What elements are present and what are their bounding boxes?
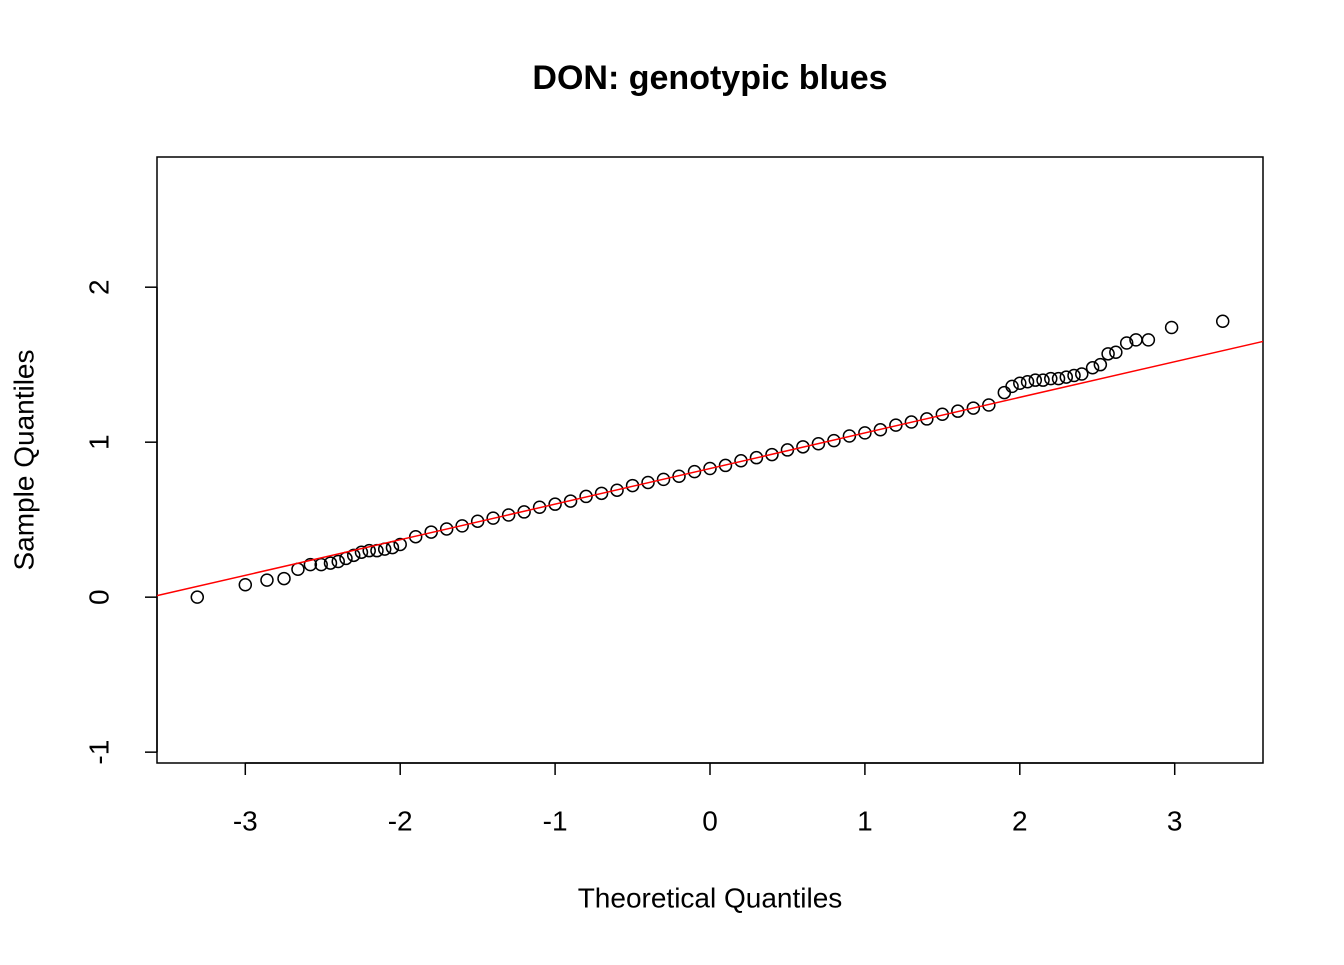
point	[1044, 371, 1058, 386]
point	[594, 486, 609, 501]
point	[548, 497, 562, 511]
x-tick-label: 2	[1012, 805, 1028, 836]
point	[904, 415, 919, 429]
y-tick-label: 1	[83, 434, 114, 450]
point	[486, 511, 500, 525]
point	[827, 433, 841, 448]
point	[1141, 333, 1156, 347]
x-axis-label: Theoretical Quantiles	[578, 882, 843, 913]
y-axis-label: Sample Quantiles	[8, 349, 39, 570]
point	[842, 429, 857, 443]
point	[1013, 376, 1027, 391]
point	[1215, 314, 1230, 329]
point	[331, 554, 345, 569]
point	[656, 472, 671, 487]
y-tick-label: 2	[83, 279, 114, 295]
point	[1109, 345, 1123, 360]
point	[1119, 336, 1134, 350]
point	[1005, 379, 1019, 394]
reference-line	[156, 340, 1264, 597]
chart-title: DON: genotypic blues	[532, 59, 887, 97]
point	[1075, 367, 1089, 381]
point	[765, 447, 779, 462]
point	[385, 540, 400, 555]
point	[858, 426, 872, 440]
point	[439, 522, 454, 536]
point	[190, 590, 205, 604]
y-tick-label: -1	[83, 740, 114, 765]
point	[238, 578, 253, 592]
point	[687, 464, 702, 479]
point	[1051, 371, 1066, 386]
x-tick-label: 0	[702, 805, 718, 836]
point	[997, 385, 1012, 400]
point	[951, 404, 965, 418]
point	[393, 537, 407, 552]
point	[323, 556, 338, 570]
x-tick-label: -1	[543, 805, 568, 836]
x-tick-label: -2	[388, 805, 413, 836]
point	[501, 508, 516, 522]
point	[339, 551, 353, 566]
point	[796, 440, 810, 454]
point	[532, 500, 547, 515]
point	[873, 423, 888, 437]
point	[260, 573, 274, 587]
point	[1067, 368, 1081, 383]
x-tick-label: 3	[1167, 805, 1183, 836]
point	[303, 557, 318, 572]
point	[408, 529, 423, 544]
point	[1036, 373, 1050, 387]
point	[1020, 374, 1035, 389]
point	[424, 525, 438, 539]
x-tick-label: 1	[857, 805, 873, 836]
point	[966, 401, 981, 415]
point	[920, 412, 934, 426]
point	[291, 562, 305, 577]
point	[1164, 320, 1179, 335]
point	[579, 489, 593, 504]
x-tick-label: -3	[233, 805, 258, 836]
point	[1085, 361, 1100, 375]
point	[362, 543, 376, 558]
point	[277, 571, 291, 586]
plot-frame	[156, 156, 1264, 764]
point	[641, 475, 655, 490]
point	[346, 548, 361, 563]
point	[718, 458, 733, 473]
point	[982, 398, 996, 412]
point	[563, 494, 578, 508]
point	[811, 436, 826, 451]
point	[1093, 357, 1108, 372]
point	[354, 545, 369, 559]
point	[749, 450, 764, 465]
point	[1028, 373, 1043, 387]
point	[1101, 347, 1115, 361]
y-tick-label: 0	[83, 589, 114, 605]
point	[610, 483, 624, 497]
point	[1059, 370, 1074, 384]
point	[703, 461, 717, 476]
point	[455, 519, 469, 533]
